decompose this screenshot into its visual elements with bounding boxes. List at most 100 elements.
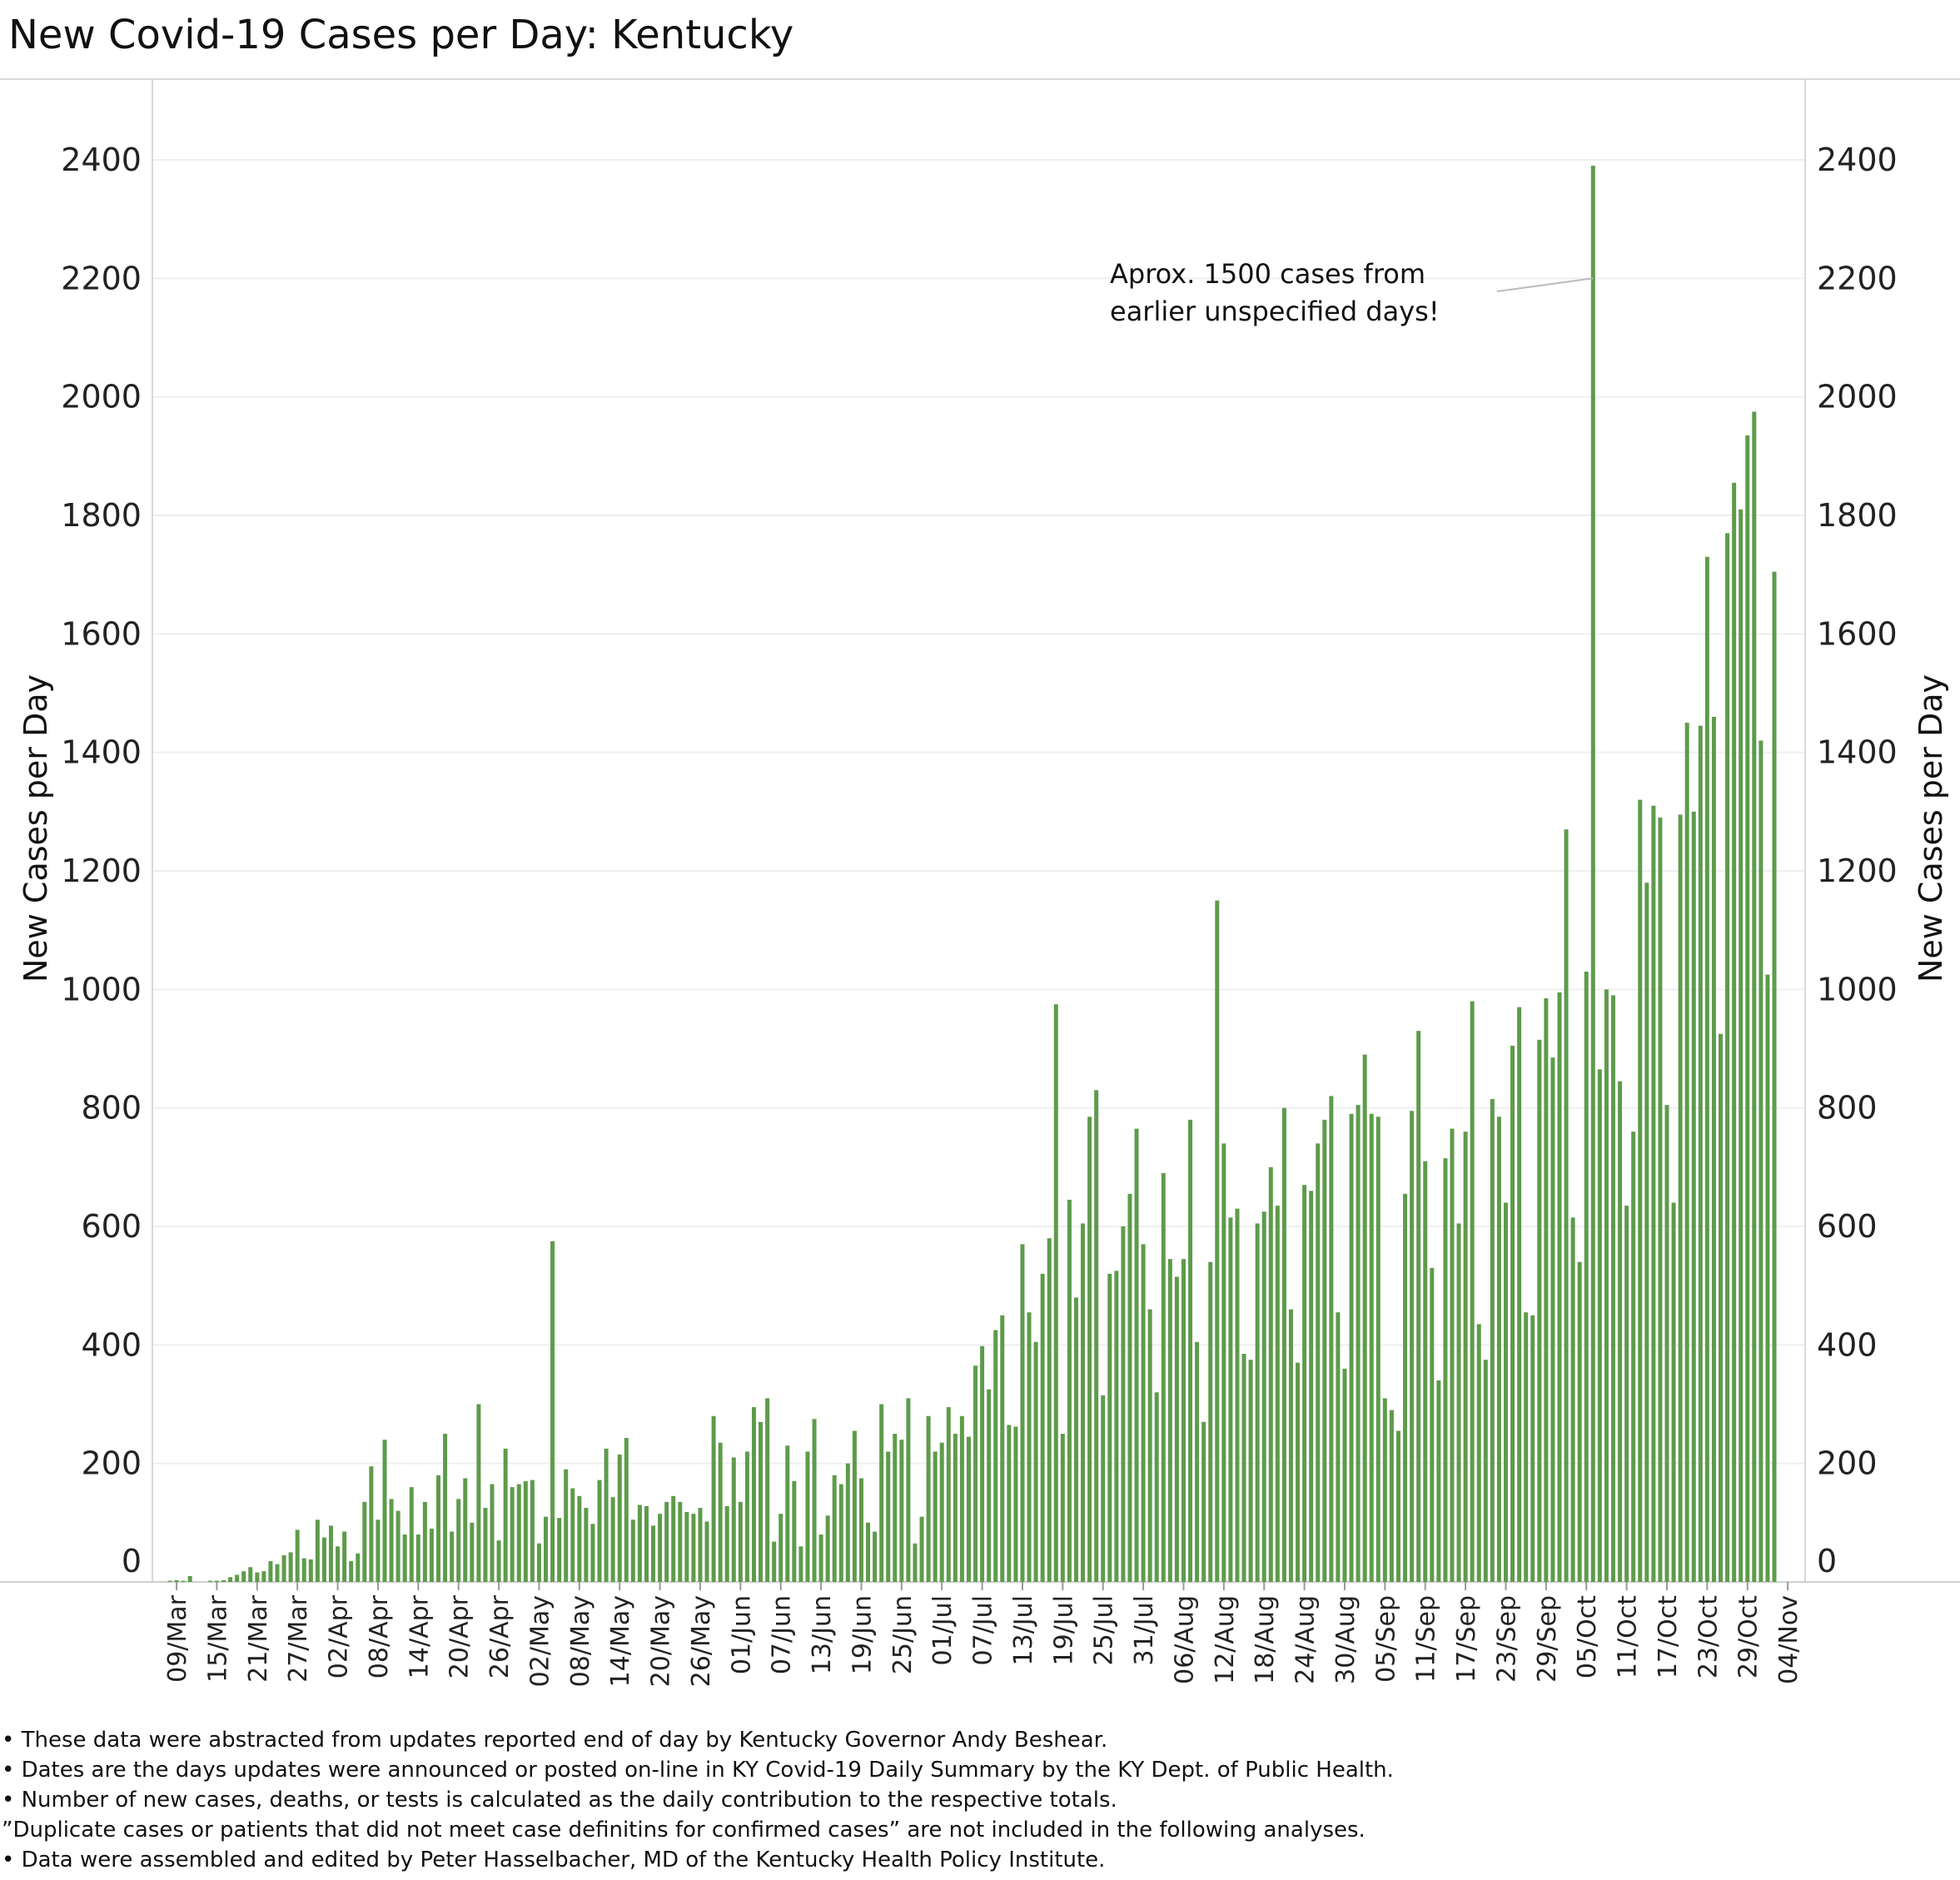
bar — [1087, 1117, 1092, 1582]
y-tick-label: 1000 — [61, 971, 142, 1007]
bar — [1732, 482, 1737, 1582]
bar — [1597, 1069, 1602, 1582]
y-tick-label: 1200 — [1817, 853, 1898, 889]
bar — [1678, 814, 1683, 1582]
bar — [187, 1575, 192, 1582]
bar — [1255, 1223, 1260, 1582]
bar — [1228, 1217, 1233, 1583]
bar — [523, 1481, 528, 1582]
bar — [342, 1531, 347, 1582]
bar — [584, 1508, 589, 1582]
bar — [336, 1546, 341, 1582]
x-tick-label: 15/Mar — [203, 1594, 232, 1683]
bar — [536, 1543, 541, 1582]
bar — [395, 1510, 400, 1582]
bar — [664, 1501, 669, 1582]
bar — [711, 1415, 716, 1582]
x-tick-label: 21/Mar — [244, 1594, 273, 1683]
bar — [886, 1451, 891, 1582]
bar — [744, 1451, 749, 1582]
bar — [1550, 1057, 1555, 1582]
bar — [490, 1484, 495, 1582]
bar — [1704, 556, 1709, 1582]
bar — [1121, 1226, 1126, 1582]
x-tick-label: 06/Aug — [1171, 1595, 1200, 1684]
y-tick-label: 1400 — [61, 734, 142, 771]
bar — [1147, 1309, 1152, 1582]
bar — [772, 1541, 777, 1582]
bar — [1395, 1430, 1400, 1582]
annotation-line-1: Aprox. 1500 cases from — [1110, 258, 1425, 290]
bar — [550, 1241, 555, 1582]
bar — [825, 1515, 830, 1582]
bar — [369, 1466, 374, 1582]
footnotes: • These data were abstracted from update… — [2, 1725, 1394, 1875]
bar — [1067, 1199, 1072, 1582]
gridlines — [152, 159, 1805, 1465]
bar — [1382, 1398, 1387, 1582]
x-tick-label: 27/Mar — [284, 1594, 313, 1683]
bar — [221, 1579, 226, 1582]
y-axis-right: 0 200 400 600 800 1000 1200 1400 1600 1800 2000 220… — [1817, 142, 1898, 1579]
bar — [691, 1514, 696, 1582]
y-tick-label: 1600 — [61, 615, 142, 652]
bar — [637, 1504, 642, 1582]
bar — [1745, 435, 1750, 1583]
x-tick-label: 17/Oct — [1654, 1595, 1683, 1679]
bar — [805, 1451, 810, 1582]
bar — [1443, 1158, 1448, 1582]
bar — [1759, 740, 1764, 1582]
bar — [1296, 1362, 1301, 1582]
bar — [570, 1488, 575, 1582]
bar — [167, 1580, 172, 1582]
bar — [174, 1579, 179, 1582]
bar — [1436, 1380, 1441, 1582]
bar — [604, 1448, 609, 1583]
bar — [1410, 1111, 1415, 1582]
y-tick-label: 0 — [1817, 1543, 1837, 1579]
bar — [1275, 1206, 1280, 1582]
bar — [792, 1481, 797, 1582]
x-tick-label: 30/Aug — [1331, 1595, 1361, 1684]
bar — [1033, 1341, 1038, 1583]
bar — [1624, 1206, 1629, 1582]
bar — [301, 1558, 306, 1582]
y-tick-label: 2000 — [1817, 379, 1898, 415]
bar — [1577, 1261, 1582, 1582]
x-tick-label: 08/May — [566, 1595, 595, 1687]
bar — [1241, 1354, 1246, 1582]
bar — [261, 1571, 266, 1582]
bar — [644, 1505, 649, 1582]
bar — [1281, 1107, 1286, 1582]
x-tick-label: 14/Apr — [405, 1594, 434, 1679]
bar — [1161, 1172, 1166, 1582]
bar — [617, 1454, 622, 1582]
x-tick-label: 20/Apr — [445, 1594, 475, 1679]
y-tick-label: 1800 — [61, 497, 142, 534]
bar — [1658, 817, 1663, 1582]
bar — [1362, 1054, 1367, 1582]
bar — [987, 1389, 992, 1582]
bar — [1698, 725, 1703, 1582]
bar — [1181, 1259, 1186, 1582]
bar — [759, 1421, 764, 1582]
bar — [893, 1434, 898, 1582]
bar — [1752, 411, 1757, 1583]
bar — [1483, 1360, 1488, 1583]
bar-chart: 0200400600800100012001400160018002000220… — [0, 78, 1960, 1687]
x-tick-label: 31/Jul — [1130, 1595, 1159, 1665]
bar — [436, 1475, 441, 1582]
x-tick-label: 23/Oct — [1694, 1595, 1723, 1679]
y-tick-label: 1000 — [1817, 971, 1898, 1007]
bar — [1618, 1081, 1623, 1582]
bar — [1268, 1166, 1273, 1582]
bar — [1356, 1105, 1361, 1582]
bar — [1403, 1193, 1408, 1582]
y-tick-label: 400 — [81, 1326, 142, 1363]
x-tick-label: 29/Oct — [1734, 1595, 1764, 1679]
bar — [1664, 1105, 1669, 1582]
bar — [858, 1478, 863, 1582]
y-tick-label: 800 — [81, 1090, 142, 1127]
bar — [651, 1525, 656, 1582]
bar — [1007, 1425, 1012, 1582]
